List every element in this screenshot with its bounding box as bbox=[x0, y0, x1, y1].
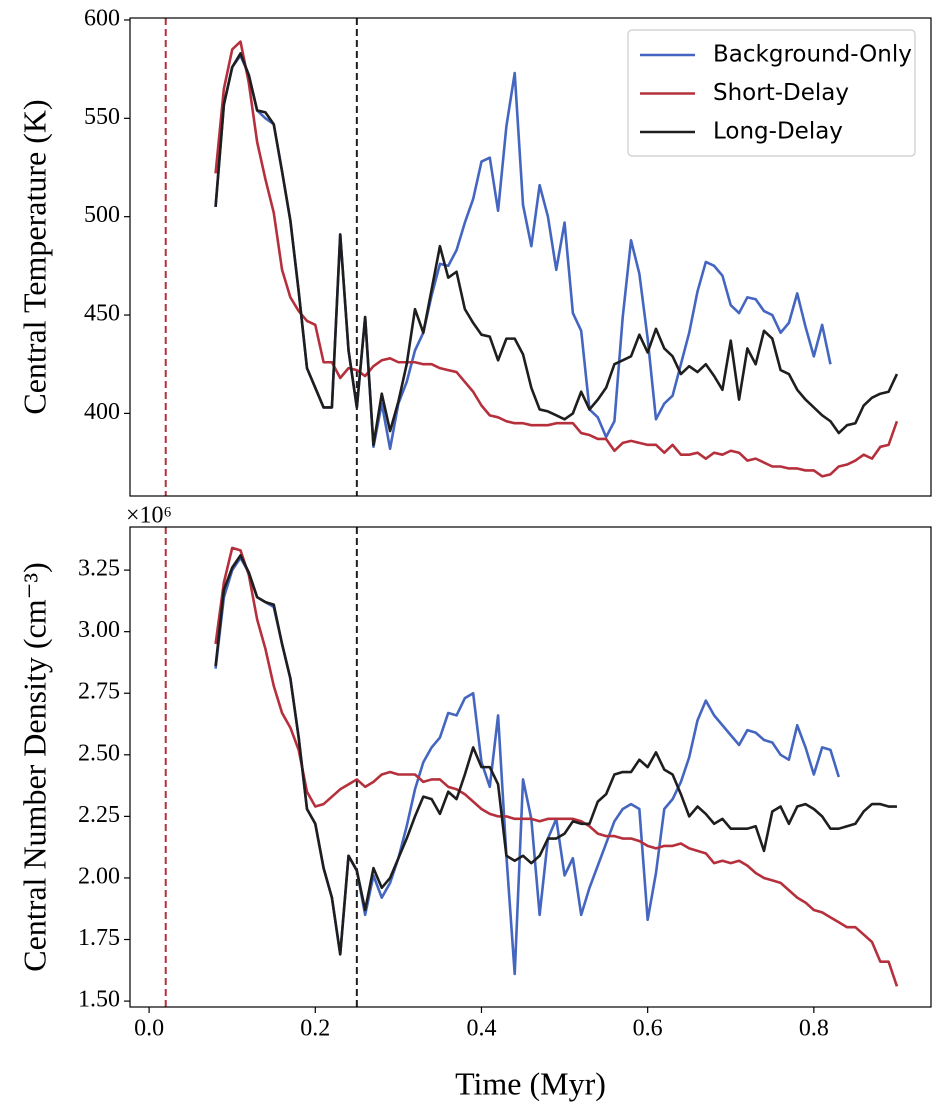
y-tick-label: 600 bbox=[84, 5, 120, 31]
y-tick-label: 1.75 bbox=[78, 925, 120, 951]
offset-label: ×10⁶ bbox=[126, 503, 172, 529]
x-tick-label: 0.4 bbox=[466, 1016, 496, 1042]
y-tick-label: 2.50 bbox=[78, 740, 120, 766]
legend-box bbox=[627, 29, 916, 157]
y-axis-label: Central Number Density (cm⁻³) bbox=[16, 562, 52, 971]
x-tick-label: 0.0 bbox=[134, 1016, 164, 1042]
y-tick-label: 550 bbox=[84, 104, 120, 130]
series-line bbox=[214, 556, 841, 976]
plot-frame bbox=[129, 526, 932, 1008]
y-tick-label: 3.00 bbox=[78, 617, 120, 643]
y-tick-label: 450 bbox=[84, 301, 120, 327]
series-line bbox=[214, 546, 899, 987]
series-line bbox=[214, 554, 897, 956]
legend-label: Short-Delay bbox=[713, 80, 849, 106]
x-tick-label: 0.6 bbox=[633, 1016, 663, 1042]
legend-label: Long-Delay bbox=[713, 119, 843, 145]
x-tick-label: 0.8 bbox=[799, 1016, 829, 1042]
x-axis-label: Time (Myr) bbox=[455, 1065, 606, 1101]
y-tick-label: 400 bbox=[84, 399, 120, 425]
y-tick-label: 2.75 bbox=[78, 679, 120, 705]
y-tick-label: 2.00 bbox=[78, 863, 120, 889]
y-tick-label: 2.25 bbox=[78, 802, 120, 828]
x-tick-label: 0.2 bbox=[300, 1016, 330, 1042]
plot-frame bbox=[129, 17, 932, 497]
legend-label: Background-Only bbox=[713, 42, 912, 68]
legend: Background-Only Short-Delay Long-Delay bbox=[627, 29, 916, 157]
series-line bbox=[214, 52, 899, 447]
y-tick-label: 500 bbox=[84, 202, 120, 228]
y-tick-label: 1.50 bbox=[78, 987, 120, 1013]
y-axis-label: Central Temperature (K) bbox=[16, 99, 52, 414]
y-tick-label: 3.25 bbox=[78, 556, 120, 582]
series-line bbox=[214, 40, 899, 478]
